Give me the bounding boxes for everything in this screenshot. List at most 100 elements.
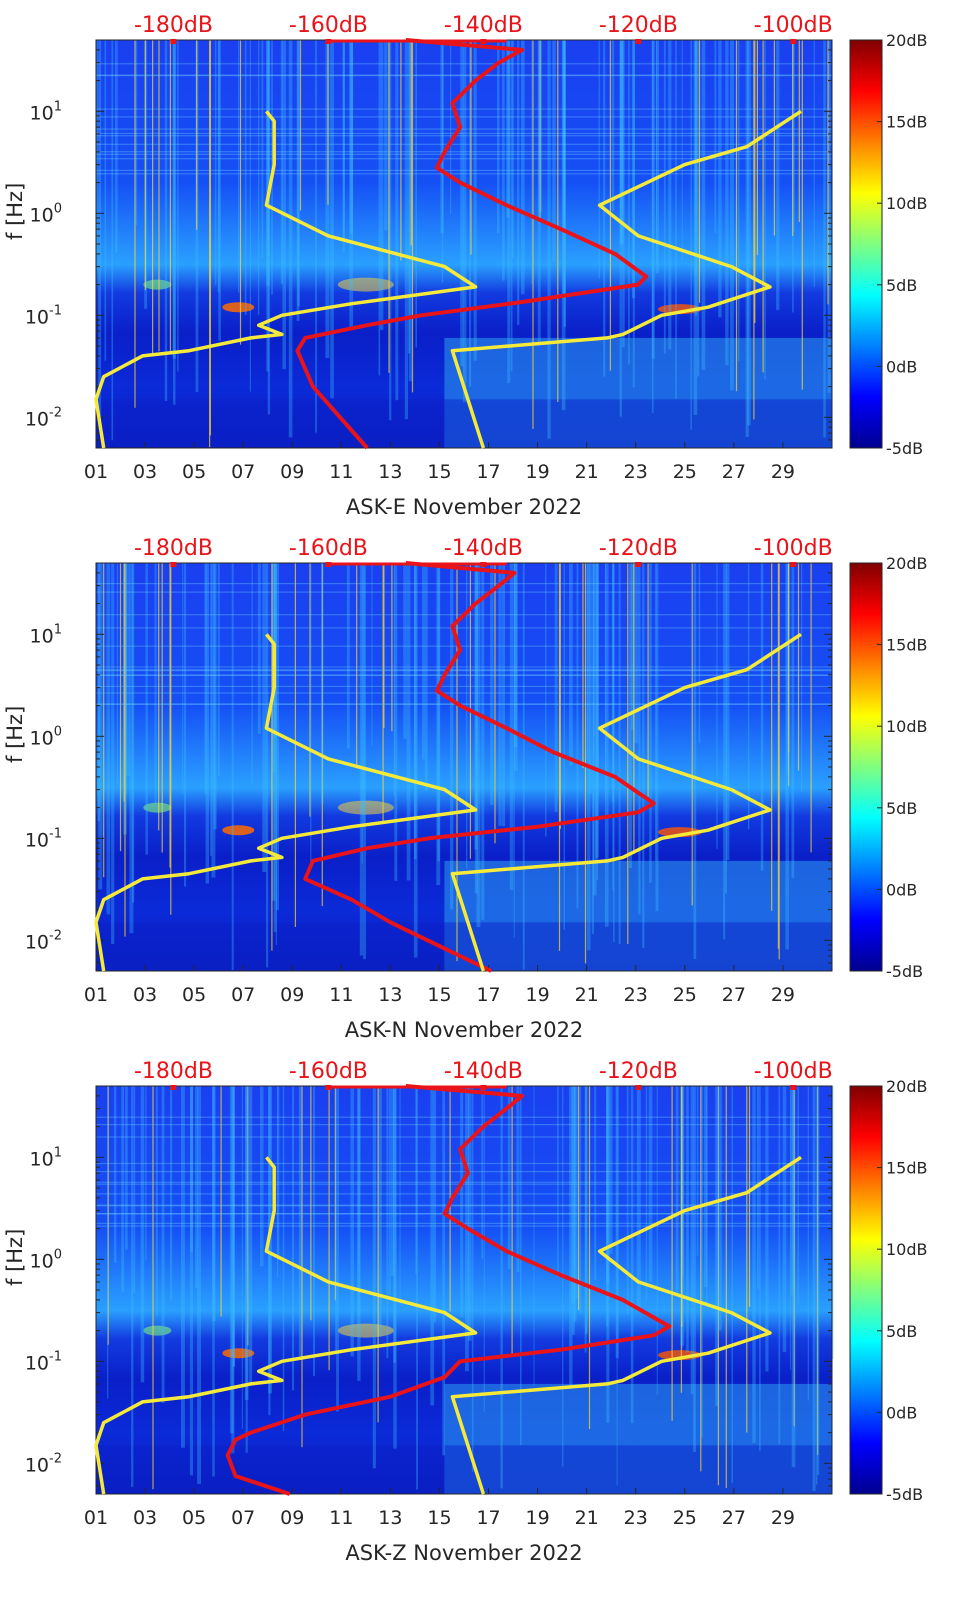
heatmap-streak: [753, 40, 755, 420]
heatmap-line: [96, 1204, 832, 1206]
heatmap-line: [96, 135, 832, 137]
heatmap-streak: [296, 40, 300, 321]
x-tick-label: 07: [231, 984, 255, 1006]
heatmap-streak: [790, 1086, 794, 1296]
heatmap-streak: [752, 1086, 756, 1444]
heatmap-streak: [792, 40, 794, 236]
top-db-label: -180dB: [134, 1059, 213, 1084]
heatmap-streak: [349, 40, 353, 234]
heatmap-streak: [716, 563, 718, 849]
heatmap-streak: [629, 563, 632, 868]
heatmap-streak: [262, 563, 267, 873]
heatmap-streak: [706, 1086, 708, 1303]
heatmap-streak: [793, 40, 795, 232]
heatmap-streak: [598, 40, 600, 279]
heatmap-streak: [812, 1086, 816, 1492]
heatmap-streak: [651, 40, 655, 359]
heatmap-streak: [371, 563, 373, 747]
heatmap-streak: [363, 563, 365, 828]
heatmap-streak: [276, 1086, 279, 1278]
heatmap-streak: [144, 40, 146, 290]
heatmap-streak: [613, 563, 615, 943]
heatmap-streak: [232, 1086, 235, 1367]
heatmap-streak: [471, 1086, 474, 1472]
heatmap-line: [96, 1213, 832, 1215]
heatmap-streak: [759, 1086, 761, 1451]
heatmap-streak: [378, 40, 381, 376]
x-tick-label: 23: [624, 984, 648, 1006]
heatmap-streak: [327, 40, 329, 205]
heatmap-streak: [131, 1086, 134, 1487]
y-tick-label: 101: [30, 622, 62, 647]
heatmap-streak: [563, 40, 566, 327]
heatmap-streak: [249, 1086, 253, 1386]
top-tick-marker: [790, 1085, 797, 1090]
heatmap-streak: [467, 1086, 472, 1341]
heatmap-streak: [212, 1086, 215, 1477]
heatmap-streak: [211, 563, 216, 878]
heatmap-streak: [297, 40, 300, 307]
heatmap-streak: [569, 563, 573, 766]
heatmap-hotspot: [337, 1323, 394, 1338]
heatmap-streak: [693, 563, 697, 959]
heatmap-streak: [494, 563, 496, 844]
heatmap-line: [96, 158, 832, 160]
heatmap-streak: [98, 40, 102, 429]
heatmap-streak: [655, 563, 659, 912]
heatmap-streak: [559, 563, 561, 829]
heatmap-streak: [694, 40, 698, 316]
x-tick-label: 01: [84, 1507, 108, 1529]
heatmap-streak: [586, 1086, 588, 1333]
heatmap-line: [96, 132, 832, 134]
heatmap-streak: [627, 563, 629, 944]
x-tick-label: 03: [133, 984, 157, 1006]
heatmap-streak: [725, 1086, 727, 1489]
psd-line: [303, 561, 656, 973]
heatmap-streak: [697, 40, 700, 377]
heatmap-streak: [275, 563, 277, 946]
heatmap-streak: [229, 1086, 234, 1434]
heatmap-streak: [277, 1086, 280, 1260]
heatmap-streak: [694, 40, 698, 277]
heatmap-streak: [334, 1086, 336, 1301]
heatmap-streak: [777, 563, 779, 949]
colorbar-label: 20dB: [886, 1077, 928, 1096]
heatmap-streak: [205, 563, 209, 884]
heatmap-line: [96, 75, 832, 77]
x-axis-title: ASK-E November 2022: [346, 495, 582, 519]
x-tick-label: 13: [378, 461, 402, 483]
y-axis-title: f [Hz]: [3, 1229, 27, 1286]
heatmap-streak: [573, 1086, 577, 1322]
heatmap-streak: [813, 40, 815, 288]
x-tick-label: 27: [722, 461, 746, 483]
heatmap-streak: [217, 563, 220, 776]
heatmap-streak: [155, 1086, 158, 1317]
heatmap-streak: [380, 40, 384, 330]
heatmap-streak: [346, 563, 350, 749]
heatmap-streak: [436, 563, 441, 885]
heatmap-streak: [762, 40, 764, 373]
heatmap-streak: [793, 1086, 795, 1427]
top-db-label: -160dB: [289, 13, 368, 38]
x-tick-label: 11: [329, 461, 353, 483]
heatmap-streak: [386, 1086, 389, 1359]
heatmap-streak: [521, 40, 525, 295]
heatmap-streak: [545, 563, 547, 837]
heatmap-streak: [184, 563, 187, 887]
heatmap-line: [96, 692, 832, 694]
heatmap-streak: [791, 1086, 796, 1468]
heatmap-streak: [403, 563, 407, 739]
heatmap-streak: [210, 563, 212, 856]
heatmap-streak: [145, 1086, 147, 1261]
heatmap-streak: [134, 40, 136, 408]
heatmap-streak: [579, 1086, 582, 1314]
heatmap-streak: [618, 563, 621, 944]
heatmap-streak: [233, 1086, 235, 1367]
heatmap-streak: [615, 1086, 619, 1359]
x-tick-label: 03: [133, 461, 157, 483]
heatmap-streak: [668, 40, 672, 350]
x-tick-label: 25: [673, 1507, 697, 1529]
heatmap-streak: [592, 563, 597, 896]
heatmap-streak: [714, 40, 717, 233]
heatmap-streak: [415, 40, 417, 348]
